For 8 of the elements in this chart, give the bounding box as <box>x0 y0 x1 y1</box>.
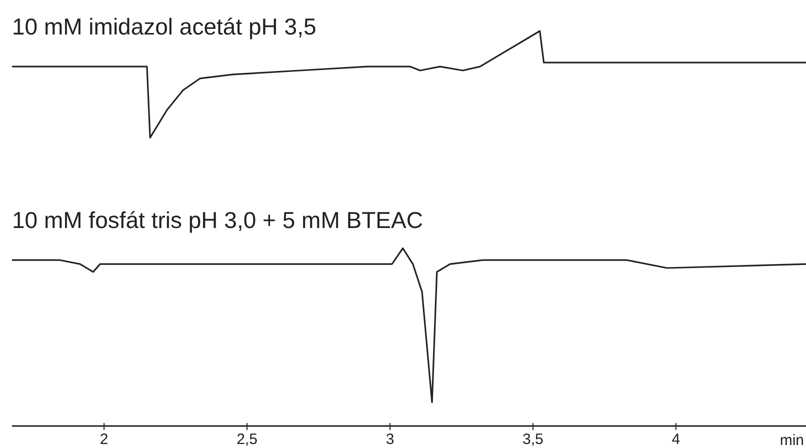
x-tick-label: 4 <box>672 431 680 448</box>
x-tick-label: 3,5 <box>522 431 544 448</box>
series-label: 10 mM fosfát tris pH 3,0 + 5 mM BTEAC <box>12 207 423 234</box>
x-tick-label: 2 <box>100 431 108 448</box>
series-label: 10 mM imidazol acetát pH 3,5 <box>12 14 316 40</box>
x-tick-label: 3 <box>386 431 394 448</box>
x-axis-title: min <box>780 432 804 448</box>
x-tick-label: 2,5 <box>236 431 258 448</box>
